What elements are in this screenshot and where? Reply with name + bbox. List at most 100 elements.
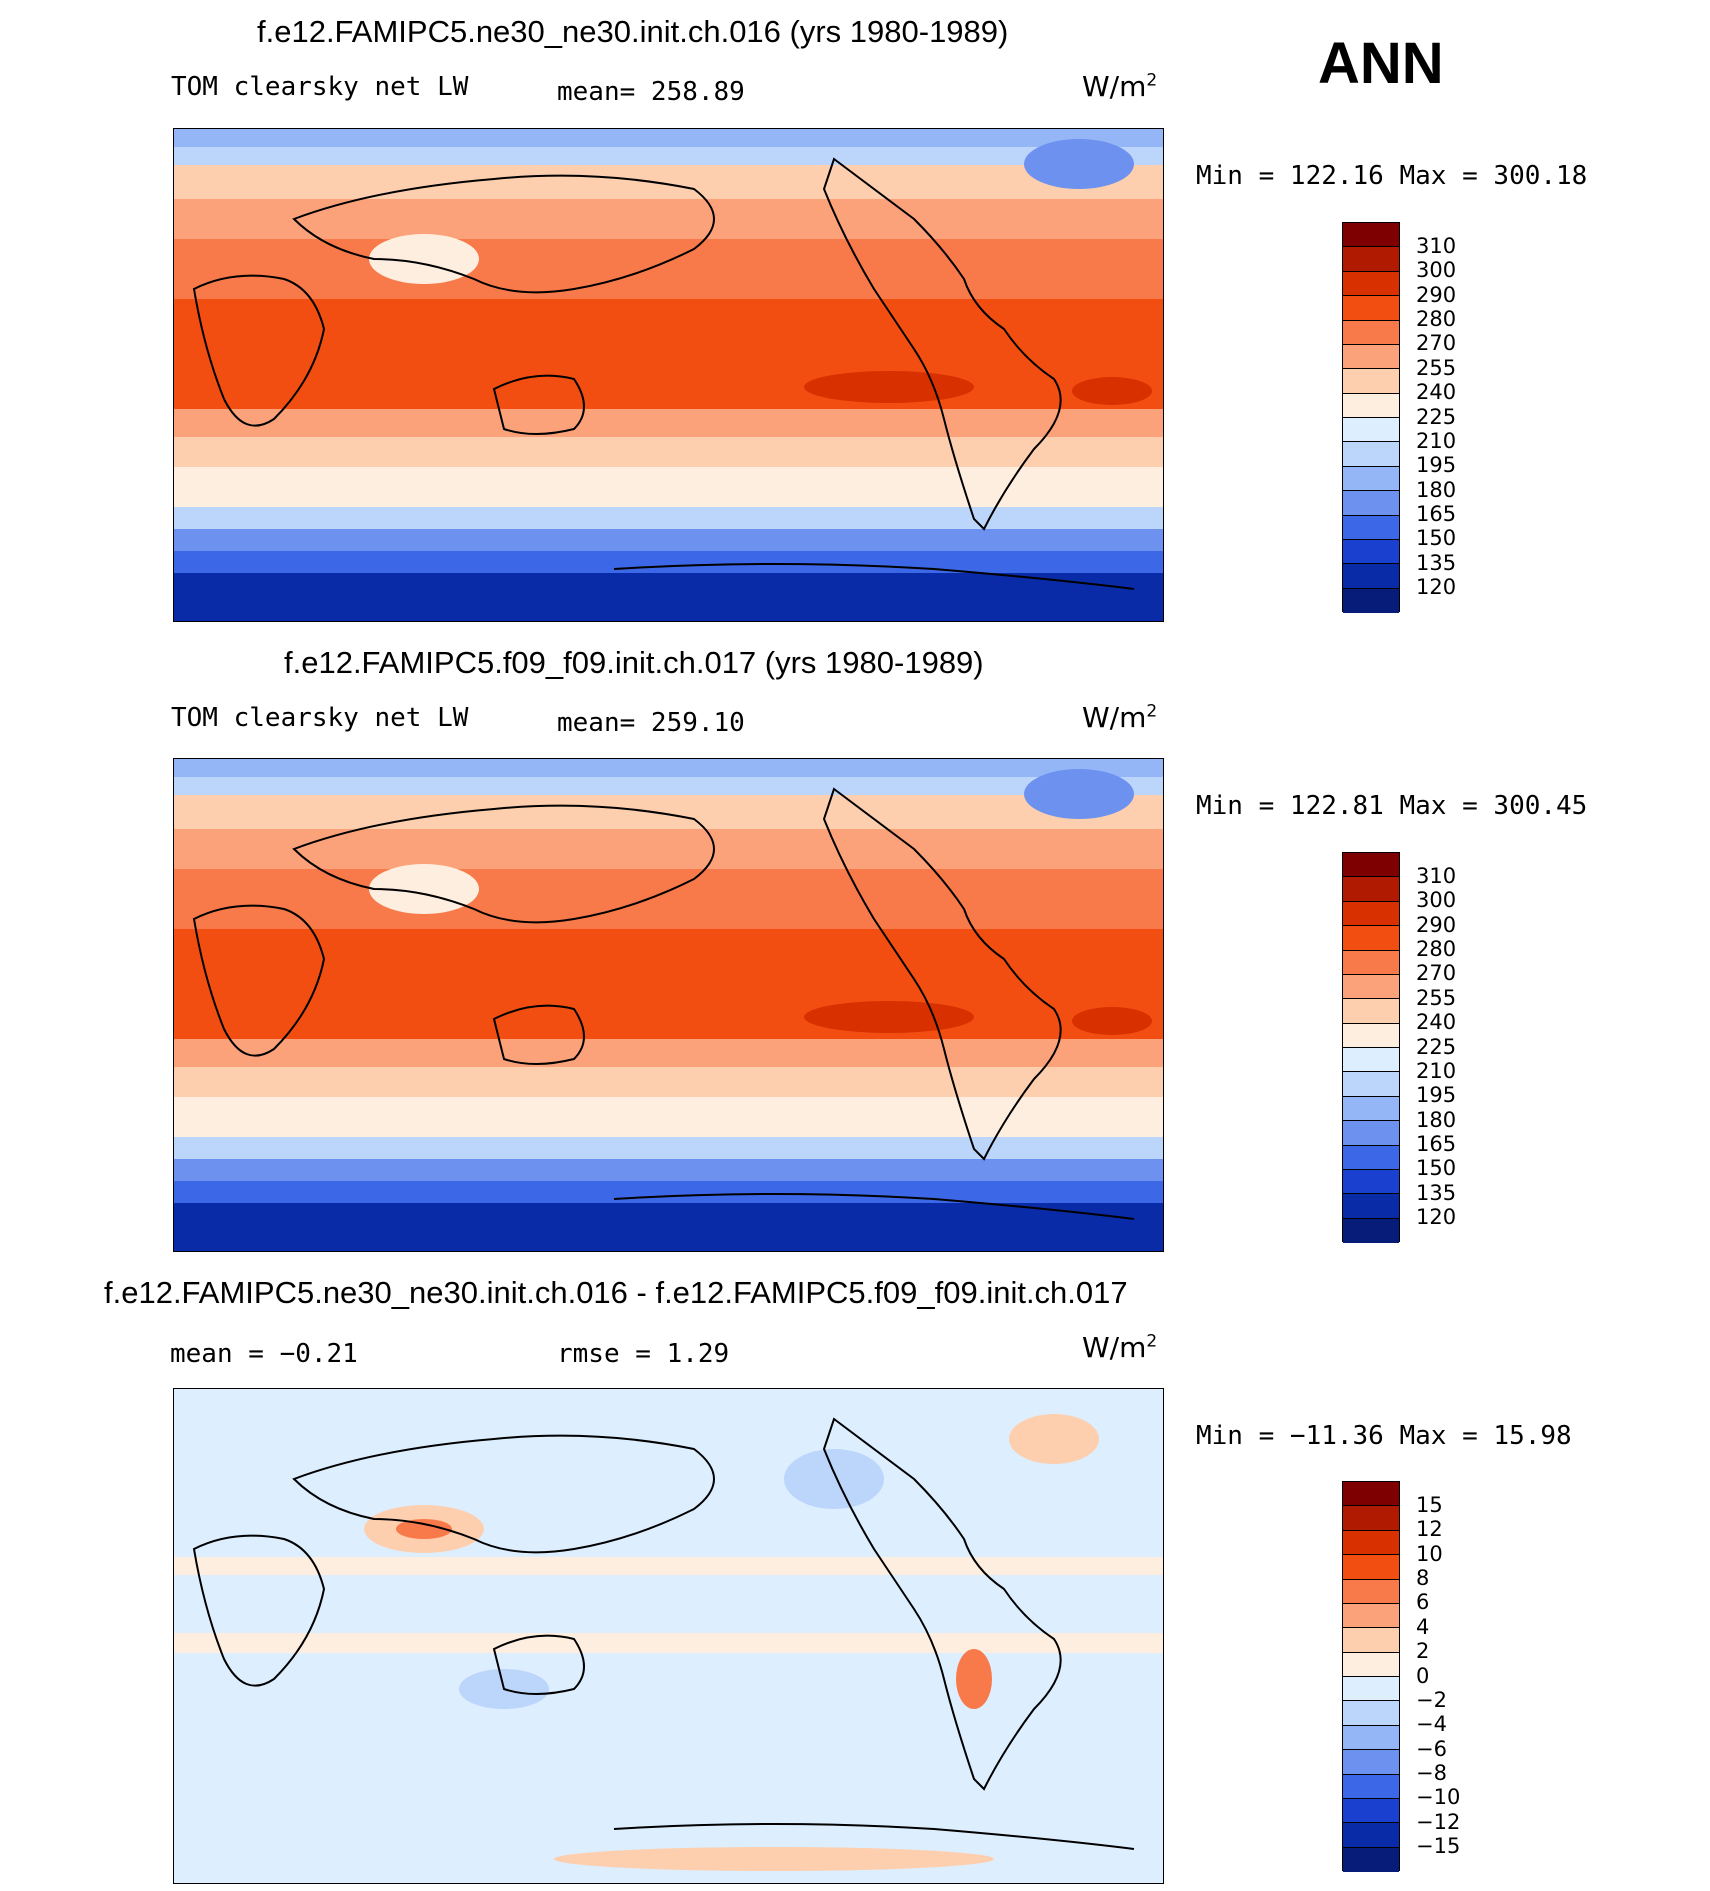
colorbar-swatch: [1343, 466, 1399, 492]
colorbar-swatch: [1343, 564, 1399, 589]
map-band: [174, 507, 1163, 529]
panel-3-mean: mean = −0.21: [170, 1339, 358, 1369]
map-anomaly: [784, 1449, 884, 1509]
coastline: [492, 374, 585, 435]
map-band: [174, 529, 1163, 551]
coastline: [822, 157, 1062, 531]
colorbar-swatch: [1343, 901, 1399, 927]
colorbar-level-label: 195: [1416, 1083, 1457, 1108]
map-band: [174, 467, 1163, 507]
colorbar-swatch: [1343, 950, 1399, 975]
panel-1-title: f.e12.FAMIPC5.ne30_ne30.init.ch.016 (yrs…: [257, 14, 1009, 49]
colorbar-level-label: 150: [1416, 1156, 1457, 1181]
panel-2-map: [173, 758, 1164, 1252]
panel-3-rmse: rmse = 1.29: [557, 1339, 730, 1369]
season-label: ANN: [1318, 31, 1444, 96]
colorbar-level-label: 6: [1416, 1590, 1430, 1615]
colorbar-swatch: [1343, 1652, 1399, 1677]
colorbar-swatch: [1343, 1506, 1399, 1531]
colorbar-level-label: −8: [1416, 1761, 1447, 1785]
colorbar-swatch: [1343, 1628, 1399, 1653]
coastline: [613, 1193, 1135, 1220]
panel-2-mean: mean= 259.10: [557, 708, 745, 738]
panel-1-variable: TOM clearsky net LW: [171, 72, 469, 102]
colorbar-level-label: 0: [1416, 1663, 1430, 1688]
panel-3-map: [173, 1388, 1164, 1884]
colorbar-swatch: [1343, 1579, 1399, 1604]
map-hotspot: [1072, 377, 1152, 405]
colorbar-2: [1342, 852, 1400, 1243]
map-band: [174, 199, 1163, 239]
map-coldspot: [1024, 139, 1134, 189]
map-band: [174, 795, 1163, 829]
map-band: [174, 1633, 1163, 1653]
colorbar-swatch: [1343, 1603, 1399, 1629]
colorbar-swatch: [1343, 393, 1399, 418]
map-band: [174, 1039, 1163, 1067]
colorbar-swatch: [1343, 247, 1399, 272]
colorbar-swatch: [1343, 491, 1399, 516]
panel-3-units: W/m2: [1082, 1331, 1158, 1364]
panel-3-minmax: Min = −11.36 Max = 15.98: [1196, 1421, 1572, 1451]
panel-3-title: f.e12.FAMIPC5.ne30_ne30.init.ch.016 - f.…: [104, 1275, 1128, 1310]
colorbar-swatch: [1343, 974, 1399, 1000]
colorbar-swatch: [1343, 539, 1399, 565]
map-hotspot: [804, 371, 974, 403]
map-anomaly: [1009, 1414, 1099, 1464]
colorbar-swatch: [1343, 877, 1399, 902]
colorbar-level-label: 15: [1416, 1492, 1443, 1517]
colorbar-level-label: −6: [1416, 1736, 1447, 1761]
map-band: [174, 573, 1163, 621]
colorbar-level-label: 180: [1416, 477, 1457, 502]
colorbar-level-label: 225: [1416, 1034, 1457, 1059]
map-band: [174, 299, 1163, 409]
colorbar-swatch: [1343, 320, 1399, 345]
coastlines: [192, 787, 1135, 1220]
colorbar-level-label: 4: [1416, 1614, 1430, 1639]
colorbar-swatch: [1343, 344, 1399, 370]
map-band: [174, 1067, 1163, 1097]
map-anomaly: [554, 1847, 994, 1871]
coastline: [192, 1534, 326, 1687]
map-band: [174, 437, 1163, 467]
colorbar-level-label: 255: [1416, 985, 1457, 1010]
colorbar-level-label: 210: [1416, 1058, 1457, 1083]
coastlines: [192, 157, 1135, 590]
colorbar-level-label: 120: [1416, 1205, 1457, 1230]
panel-2-units: W/m2: [1082, 701, 1158, 734]
map-band: [174, 777, 1163, 795]
map-band: [174, 165, 1163, 199]
coastlines: [192, 1417, 1135, 1850]
colorbar-swatch: [1343, 418, 1399, 443]
colorbar-level-label: 310: [1416, 233, 1457, 258]
map-coldspot: [1024, 769, 1134, 819]
colorbar-swatch: [1343, 1750, 1399, 1775]
colorbar-level-label: −15: [1416, 1834, 1461, 1859]
colorbar-level-label: −10: [1416, 1785, 1461, 1810]
colorbar-swatch: [1343, 853, 1399, 878]
map-band: [174, 1557, 1163, 1575]
colorbar-swatch: [1343, 926, 1399, 951]
colorbar-3: [1342, 1481, 1400, 1872]
colorbar-level-label: 255: [1416, 355, 1457, 380]
colorbar-swatch: [1343, 515, 1399, 540]
colorbar-swatch: [1343, 1774, 1399, 1799]
panel-1-map: [173, 128, 1164, 622]
colorbar-swatch: [1343, 1701, 1399, 1726]
map-band: [174, 929, 1163, 1039]
colorbar-swatch: [1343, 296, 1399, 321]
map-band: [174, 759, 1163, 777]
coastline: [192, 904, 326, 1057]
panel-1-minmax: Min = 122.16 Max = 300.18: [1196, 161, 1588, 191]
colorbar-swatch: [1343, 1048, 1399, 1073]
map-band: [174, 1203, 1163, 1251]
colorbar-level-label: 240: [1416, 380, 1457, 405]
colorbar-level-label: 195: [1416, 453, 1457, 478]
colorbar-swatch: [1343, 1530, 1399, 1556]
colorbar-swatch: [1343, 999, 1399, 1024]
coastline: [192, 274, 326, 427]
panel-2-title: f.e12.FAMIPC5.f09_f09.init.ch.017 (yrs 1…: [284, 645, 984, 680]
colorbar-swatch: [1343, 1072, 1399, 1097]
colorbar-swatch: [1343, 588, 1399, 613]
map-band: [174, 1097, 1163, 1137]
